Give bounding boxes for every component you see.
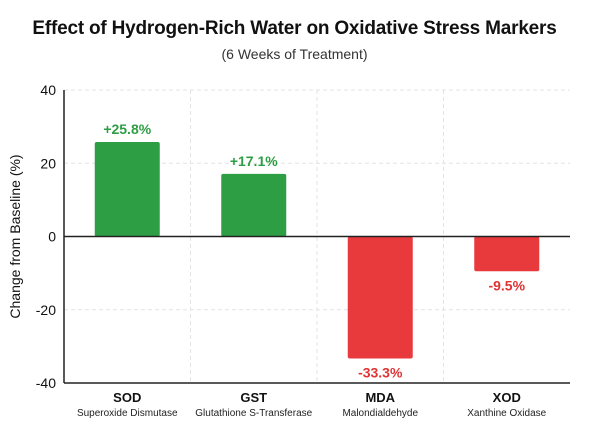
bars (94, 142, 540, 359)
y-axis-label: Change from Baseline (%) (7, 154, 23, 318)
bar-xod (474, 236, 540, 272)
chart-subtitle: (6 Weeks of Treatment) (221, 46, 368, 62)
bar-mda (347, 236, 413, 359)
axes (63, 90, 570, 384)
labels: +25.8% SOD Superoxide Dismutase +17.1% GST Gl… (7, 82, 547, 419)
x-tick-sublabel: Malondialdehyde (342, 408, 418, 419)
data-label: -33.3% (358, 364, 403, 380)
y-tick-label: 0 (48, 229, 56, 245)
x-tick-sublabel: Glutathione S-Transferase (195, 408, 312, 419)
x-tick-label: XOD (493, 390, 521, 405)
y-tick-label: 20 (40, 155, 56, 171)
bar-gst (221, 173, 287, 237)
x-tick-sublabel: Xanthine Oxidase (467, 408, 546, 419)
data-label: +25.8% (103, 121, 151, 137)
y-tick-label: -20 (36, 302, 56, 318)
x-tick-label: SOD (113, 390, 141, 405)
chart-title: Effect of Hydrogen-Rich Water on Oxidati… (32, 18, 557, 39)
y-tick-label: -40 (36, 375, 56, 391)
data-label: +17.1% (230, 153, 278, 169)
x-tick-label: GST (240, 390, 267, 405)
bar-sod (94, 142, 160, 237)
x-tick-label: MDA (365, 390, 395, 405)
data-label: -9.5% (488, 277, 525, 293)
x-tick-sublabel: Superoxide Dismutase (77, 408, 178, 419)
y-tick-label: 40 (40, 82, 56, 98)
